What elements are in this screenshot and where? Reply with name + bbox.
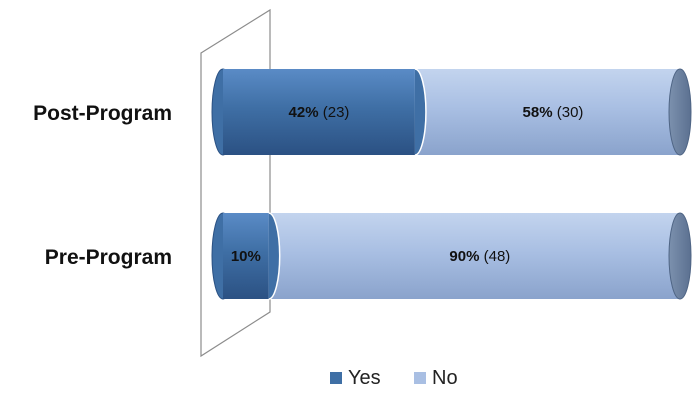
bar-end-cap (668, 68, 692, 156)
legend: Yes No (330, 367, 458, 389)
legend-swatch-no (414, 372, 426, 384)
bar-segment-no-pre-program (268, 213, 680, 299)
segment-seam (268, 212, 281, 300)
category-labels: Post-Program Pre-Program (33, 102, 172, 269)
legend-label-yes: Yes (348, 367, 381, 389)
category-label-pre-program: Pre-Program (45, 246, 172, 269)
data-label-yes-pre-program: 10% (231, 248, 261, 265)
bar-segment-yes-pre-program (223, 213, 269, 299)
bar-segment-no-post-program (414, 69, 680, 155)
bar-end-cap (668, 212, 692, 300)
legend-label-no: No (432, 367, 458, 389)
data-label-no-post-program: 58% (30) (523, 104, 584, 121)
bars-layer: 42% (23) 58% (30) 10% 90% (48) (211, 68, 692, 300)
axis-plane (200, 8, 271, 358)
category-label-post-program: Post-Program (33, 102, 172, 125)
legend-swatch-yes (330, 372, 342, 384)
segment-seam (414, 68, 427, 156)
data-label-yes-post-program: 42% (23) (289, 104, 350, 121)
data-label-no-pre-program: 90% (48) (449, 248, 510, 265)
bar-segment-yes-post-program (223, 69, 415, 155)
